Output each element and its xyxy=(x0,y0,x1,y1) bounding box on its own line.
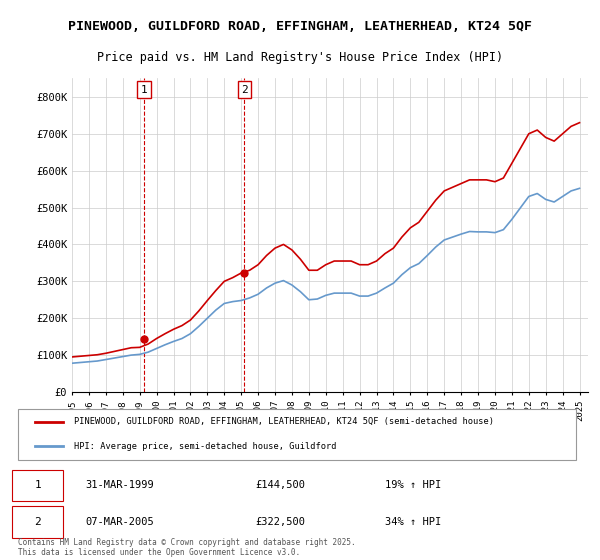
Text: 1: 1 xyxy=(140,85,147,95)
Text: 1: 1 xyxy=(34,480,41,490)
Text: HPI: Average price, semi-detached house, Guildford: HPI: Average price, semi-detached house,… xyxy=(74,442,337,451)
Text: 07-MAR-2005: 07-MAR-2005 xyxy=(86,517,154,527)
FancyBboxPatch shape xyxy=(13,469,63,501)
Text: £322,500: £322,500 xyxy=(255,517,305,527)
Text: Price paid vs. HM Land Registry's House Price Index (HPI): Price paid vs. HM Land Registry's House … xyxy=(97,51,503,64)
Text: 2: 2 xyxy=(241,85,248,95)
Text: £144,500: £144,500 xyxy=(255,480,305,490)
Text: 31-MAR-1999: 31-MAR-1999 xyxy=(86,480,154,490)
Text: Contains HM Land Registry data © Crown copyright and database right 2025.
This d: Contains HM Land Registry data © Crown c… xyxy=(18,538,356,557)
Text: PINEWOOD, GUILDFORD ROAD, EFFINGHAM, LEATHERHEAD, KT24 5QF: PINEWOOD, GUILDFORD ROAD, EFFINGHAM, LEA… xyxy=(68,20,532,32)
Text: 19% ↑ HPI: 19% ↑ HPI xyxy=(385,480,441,490)
FancyBboxPatch shape xyxy=(18,409,577,460)
FancyBboxPatch shape xyxy=(13,506,63,538)
Text: 2: 2 xyxy=(34,517,41,527)
Text: 34% ↑ HPI: 34% ↑ HPI xyxy=(385,517,441,527)
Text: PINEWOOD, GUILDFORD ROAD, EFFINGHAM, LEATHERHEAD, KT24 5QF (semi-detached house): PINEWOOD, GUILDFORD ROAD, EFFINGHAM, LEA… xyxy=(74,417,494,426)
